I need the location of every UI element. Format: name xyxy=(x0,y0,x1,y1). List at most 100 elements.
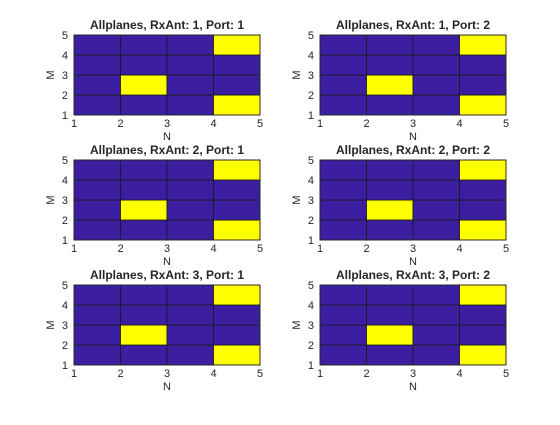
heatmap-cell xyxy=(319,219,367,241)
heatmap-cell xyxy=(459,219,507,241)
y-axis-label: M xyxy=(291,320,303,329)
heatmap-cell xyxy=(213,54,261,76)
heatmap-cell xyxy=(213,179,261,201)
y-tick-label: 1 xyxy=(308,360,314,372)
heatmap-cell xyxy=(213,34,261,56)
y-axis-label: M xyxy=(291,70,303,79)
heatmap-cell xyxy=(120,304,168,326)
heatmap-cell xyxy=(166,284,214,306)
panel-title: Allplanes, RxAnt: 1, Port: 2 xyxy=(336,18,490,32)
y-tick-label: 5 xyxy=(62,30,68,42)
heatmap-cell xyxy=(366,219,414,241)
heatmap-cell xyxy=(366,94,414,116)
y-tick-label: 4 xyxy=(62,175,68,187)
heatmap-cell xyxy=(412,199,460,221)
heatmap-cell xyxy=(120,284,168,306)
y-tick-label: 4 xyxy=(308,50,314,62)
heatmap-cell xyxy=(319,199,367,221)
x-tick-label: 2 xyxy=(117,368,123,380)
heatmap-cell xyxy=(319,304,367,326)
x-tick-label: 4 xyxy=(456,243,462,255)
y-tick-label: 5 xyxy=(308,155,314,167)
heatmap-cell xyxy=(412,324,460,346)
heatmap-cell xyxy=(412,54,460,76)
heatmap-cell xyxy=(366,34,414,56)
heatmap-cell xyxy=(319,74,367,96)
heatmap-cell xyxy=(366,179,414,201)
heatmap-cell xyxy=(412,34,460,56)
heatmap-cell xyxy=(213,284,261,306)
heatmap-cell xyxy=(73,344,121,366)
x-tick-label: 3 xyxy=(164,368,170,380)
x-tick-label: 5 xyxy=(257,243,263,255)
y-tick-label: 4 xyxy=(62,50,68,62)
x-tick-label: 3 xyxy=(410,243,416,255)
heatmap-cell xyxy=(73,284,121,306)
panel-title: Allplanes, RxAnt: 2, Port: 2 xyxy=(336,143,490,157)
heatmap-cell xyxy=(459,324,507,346)
heatmap-panel-5: Allplanes, RxAnt: 3, Port: 1 1 2 3 4 5 1 2 3 4 5 N M xyxy=(45,268,263,393)
heatmap-cell xyxy=(459,94,507,116)
heatmap-cell xyxy=(213,344,261,366)
y-tick-label: 2 xyxy=(308,340,314,352)
heatmap-cell xyxy=(412,304,460,326)
heatmap-cell xyxy=(120,219,168,241)
panel-title: Allplanes, RxAnt: 2, Port: 1 xyxy=(90,143,244,157)
heatmap-cell xyxy=(73,74,121,96)
y-tick-label: 4 xyxy=(308,175,314,187)
heatmap-cell xyxy=(459,179,507,201)
y-tick-label: 3 xyxy=(308,320,314,332)
heatmap-cell xyxy=(166,324,214,346)
x-tick-label: 4 xyxy=(210,243,216,255)
x-tick-label: 5 xyxy=(503,118,509,130)
x-axis-label: N xyxy=(409,256,417,268)
heatmap-cell xyxy=(412,344,460,366)
x-tick-label: 1 xyxy=(71,368,77,380)
heatmap-cell xyxy=(319,324,367,346)
heatmap-cell xyxy=(459,54,507,76)
heatmap-cell xyxy=(120,54,168,76)
heatmap-cell xyxy=(459,304,507,326)
heatmap-cell xyxy=(166,74,214,96)
x-tick-label: 1 xyxy=(317,368,323,380)
heatmap-cell xyxy=(73,179,121,201)
heatmap-cell xyxy=(73,34,121,56)
y-tick-label: 1 xyxy=(62,110,68,122)
heatmap-cell xyxy=(366,284,414,306)
y-tick-label: 3 xyxy=(308,70,314,82)
x-tick-label: 1 xyxy=(71,118,77,130)
y-tick-label: 5 xyxy=(62,155,68,167)
heatmap-cell xyxy=(166,94,214,116)
x-tick-label: 5 xyxy=(257,368,263,380)
heatmap-cell xyxy=(319,344,367,366)
x-tick-label: 3 xyxy=(410,118,416,130)
x-axis-label: N xyxy=(163,381,171,393)
y-tick-label: 1 xyxy=(308,110,314,122)
heatmap-cell xyxy=(412,284,460,306)
y-tick-label: 1 xyxy=(62,360,68,372)
x-tick-label: 4 xyxy=(210,118,216,130)
heatmap-cell xyxy=(366,159,414,181)
heatmap-cell xyxy=(73,324,121,346)
heatmap-cell xyxy=(366,74,414,96)
y-axis-label: M xyxy=(291,195,303,204)
heatmap-cell xyxy=(120,324,168,346)
heatmap-cell xyxy=(120,159,168,181)
heatmap-panel-3: Allplanes, RxAnt: 2, Port: 1 1 2 3 4 5 1 2 3 4 5 N M xyxy=(45,143,263,268)
x-axis-label: N xyxy=(163,131,171,143)
x-tick-label: 2 xyxy=(117,243,123,255)
y-tick-label: 4 xyxy=(308,300,314,312)
heatmap-cell xyxy=(166,54,214,76)
heatmap-cell xyxy=(120,74,168,96)
heatmap-cell xyxy=(459,34,507,56)
heatmap-cell xyxy=(73,199,121,221)
heatmap-cell xyxy=(366,54,414,76)
y-tick-label: 2 xyxy=(62,90,68,102)
heatmap-cell xyxy=(319,284,367,306)
heatmap-cell xyxy=(319,159,367,181)
heatmap-cell xyxy=(459,159,507,181)
panel-title: Allplanes, RxAnt: 1, Port: 1 xyxy=(90,18,244,32)
heatmap-cell xyxy=(73,159,121,181)
